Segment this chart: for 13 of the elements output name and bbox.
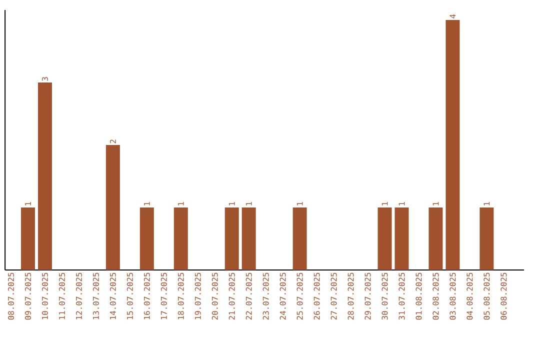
bar	[242, 208, 256, 270]
bar	[38, 82, 52, 270]
bar	[140, 208, 154, 270]
bar	[446, 20, 460, 270]
bar	[378, 208, 392, 270]
bar	[292, 208, 307, 270]
bar	[20, 208, 35, 270]
bar	[428, 208, 443, 270]
bar	[224, 208, 239, 270]
bar	[174, 208, 188, 270]
bar	[480, 208, 494, 270]
bar	[394, 208, 409, 270]
bar	[106, 144, 120, 270]
